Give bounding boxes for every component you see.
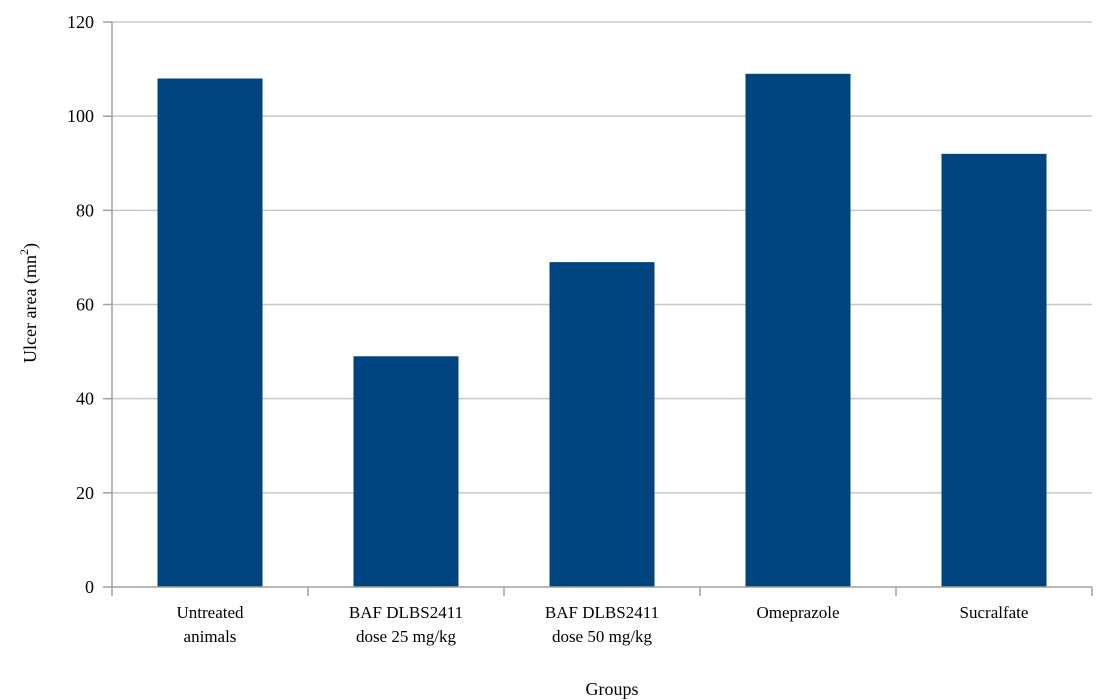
bars — [157, 73, 1047, 588]
x-tick-label-line: Sucralfate — [960, 603, 1029, 622]
x-tick-label: Untreated animals — [176, 603, 244, 646]
x-tick-label: Sucralfate — [960, 603, 1029, 622]
y-axis-label-base: Ulcer area (mn — [20, 255, 41, 363]
x-tick-label: Omeprazole — [756, 603, 839, 622]
bar — [745, 73, 851, 587]
y-tick-label: 120 — [67, 12, 94, 32]
bar — [353, 356, 459, 587]
y-tick-label: 100 — [67, 106, 94, 126]
x-tick-label-line: BAF DLBS2411 — [349, 603, 463, 622]
bar — [941, 153, 1047, 588]
y-tick-label: 20 — [76, 483, 94, 503]
x-tick-label-line: Omeprazole — [756, 603, 839, 622]
x-axis-label: Groups — [586, 679, 639, 699]
x-tick-label-line: dose 50 mg/kg — [552, 627, 653, 646]
x-tick-label-line: Untreated — [176, 603, 244, 622]
y-axis-label-end: ) — [20, 243, 41, 249]
x-tick-label: BAF DLBS2411 dose 50 mg/kg — [545, 603, 659, 646]
bar — [549, 262, 655, 587]
bar — [157, 78, 263, 587]
x-tick-labels: Untreated animals BAF DLBS2411 dose 25 mg/k… — [176, 603, 1028, 646]
x-tick-label: BAF DLBS2411 dose 25 mg/kg — [349, 603, 463, 646]
y-tick-label: 0 — [85, 577, 94, 597]
y-axis-label-sup: 2 — [17, 249, 31, 255]
axes — [103, 21, 1093, 596]
y-tick-label: 80 — [76, 200, 94, 220]
y-axis-label: Ulcer area (mn2) — [17, 243, 41, 363]
x-tick-label-line: animals — [184, 627, 237, 646]
y-tick-labels: 0 20 40 60 80 100 120 — [67, 12, 94, 597]
y-tick-label: 60 — [76, 295, 94, 315]
y-tick-label: 40 — [76, 389, 94, 409]
x-tick-label-line: dose 25 mg/kg — [356, 627, 457, 646]
x-tick-label-line: BAF DLBS2411 — [545, 603, 659, 622]
